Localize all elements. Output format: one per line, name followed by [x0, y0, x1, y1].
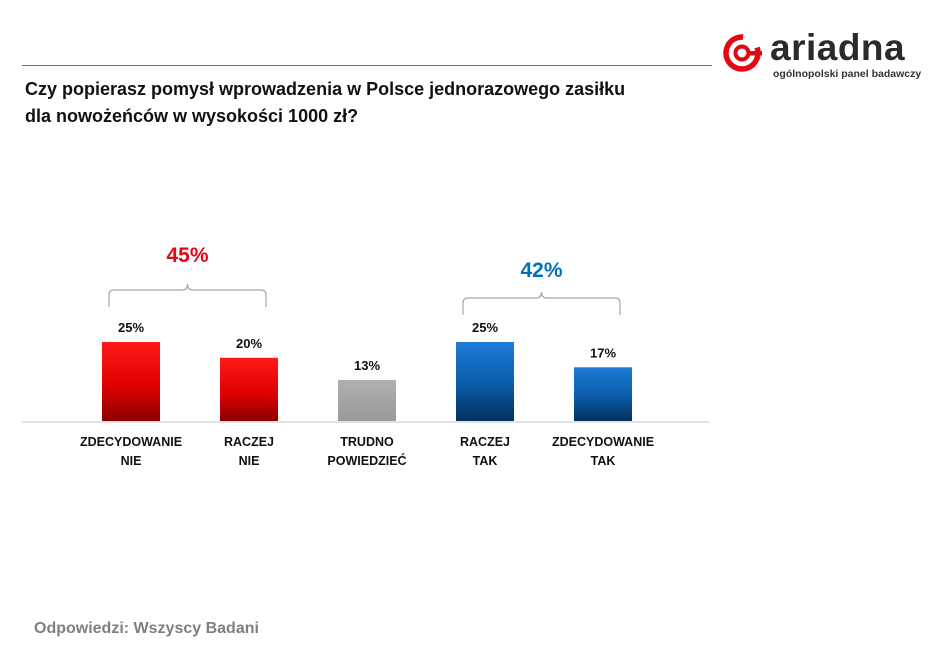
category-label-5-line-2: TAK [591, 454, 616, 468]
category-label-3-line-1: TRUDNO [340, 435, 394, 449]
category-label-2-line-2: NIE [239, 454, 260, 468]
category-label-4-line-2: TAK [473, 454, 498, 468]
logo-tagline: ogólnopolski panel badawczy [773, 68, 922, 80]
value-label-5: 17% [590, 345, 616, 360]
respondents-note: Odpowiedzi: Wszyscy Badani [34, 620, 259, 637]
category-label-1-line-2: NIE [121, 454, 142, 468]
category-label-4-line-1: RACZEJ [460, 435, 510, 449]
group-brace-1 [108, 283, 267, 307]
bar-4 [456, 342, 514, 421]
page-title: Czy popierasz pomysł wprowadzenia w Pols… [25, 76, 725, 130]
ariadna-logo-icon [723, 34, 762, 72]
value-label-1: 25% [118, 320, 144, 335]
ariadna-logo: ariadna ogólnopolski panel badawczy [722, 27, 932, 82]
group-brace-2 [462, 291, 621, 315]
value-label-2: 20% [236, 336, 262, 351]
value-label-3: 13% [354, 358, 380, 373]
group-total-label-2: 42% [520, 259, 562, 282]
logo-wordmark: ariadna [770, 27, 906, 68]
bar-1 [102, 342, 160, 421]
category-label-1-line-1: ZDECYDOWANIE [80, 435, 182, 449]
question-line-1: Czy popierasz pomysł wprowadzenia w Pols… [25, 79, 626, 99]
bar-2 [220, 357, 278, 421]
bar-5 [574, 367, 632, 421]
category-label-2-line-1: RACZEJ [224, 435, 274, 449]
header-divider [22, 65, 712, 66]
group-total-label-1: 45% [166, 244, 208, 267]
category-label-3-line-2: POWIEDZIEĆ [327, 453, 406, 468]
category-label-5-line-1: ZDECYDOWANIE [552, 435, 654, 449]
value-label-4: 25% [472, 320, 498, 335]
bar-3 [338, 379, 396, 421]
question-line-2: dla nowożeńców w wysokości 1000 zł? [25, 106, 359, 126]
